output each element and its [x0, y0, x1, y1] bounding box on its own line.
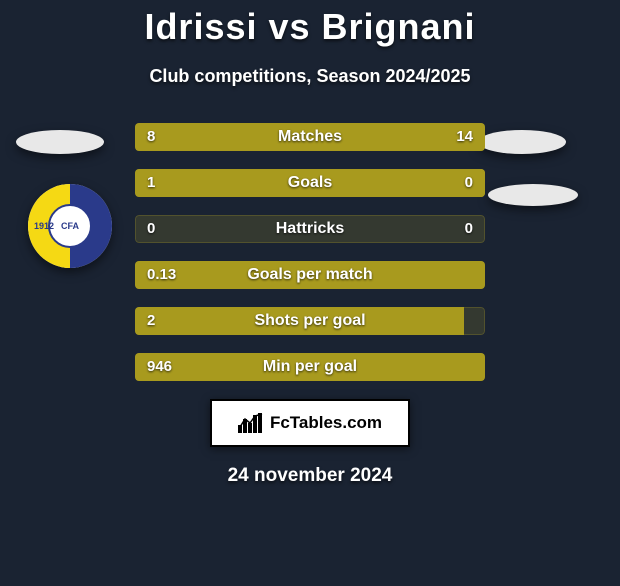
stat-label: Shots per goal — [135, 307, 485, 335]
stat-row: 814Matches — [135, 123, 485, 151]
stat-label: Min per goal — [135, 353, 485, 381]
badge-monogram: CFA — [61, 222, 79, 231]
footer-date: 24 november 2024 — [0, 465, 620, 487]
page-subtitle: Club competitions, Season 2024/2025 — [0, 66, 620, 87]
stat-row: 00Hattricks — [135, 215, 485, 243]
player-ellipse-left — [16, 130, 104, 154]
stat-label: Matches — [135, 123, 485, 151]
badge-center-circle: CFA — [48, 204, 92, 248]
stat-row: 2Shots per goal — [135, 307, 485, 335]
stats-container: 814Matches 10Goals 00Hattricks 0.13Goals pe… — [135, 123, 485, 381]
stat-label: Goals per match — [135, 261, 485, 289]
stat-label: Hattricks — [135, 215, 485, 243]
stat-row: 946Min per goal — [135, 353, 485, 381]
stat-row: 0.13Goals per match — [135, 261, 485, 289]
stat-label: Goals — [135, 169, 485, 197]
brand-text: FcTables.com — [270, 413, 382, 433]
badge-year: 1912 — [34, 221, 54, 231]
stat-row: 10Goals — [135, 169, 485, 197]
page-title: Idrissi vs Brignani — [0, 6, 620, 48]
brand-chart-icon — [238, 413, 264, 433]
club-badge-left: CFA 1912 — [28, 184, 112, 268]
player-ellipse-right — [478, 130, 566, 154]
club-ellipse-right — [488, 184, 578, 206]
brand-box[interactable]: FcTables.com — [210, 399, 410, 447]
